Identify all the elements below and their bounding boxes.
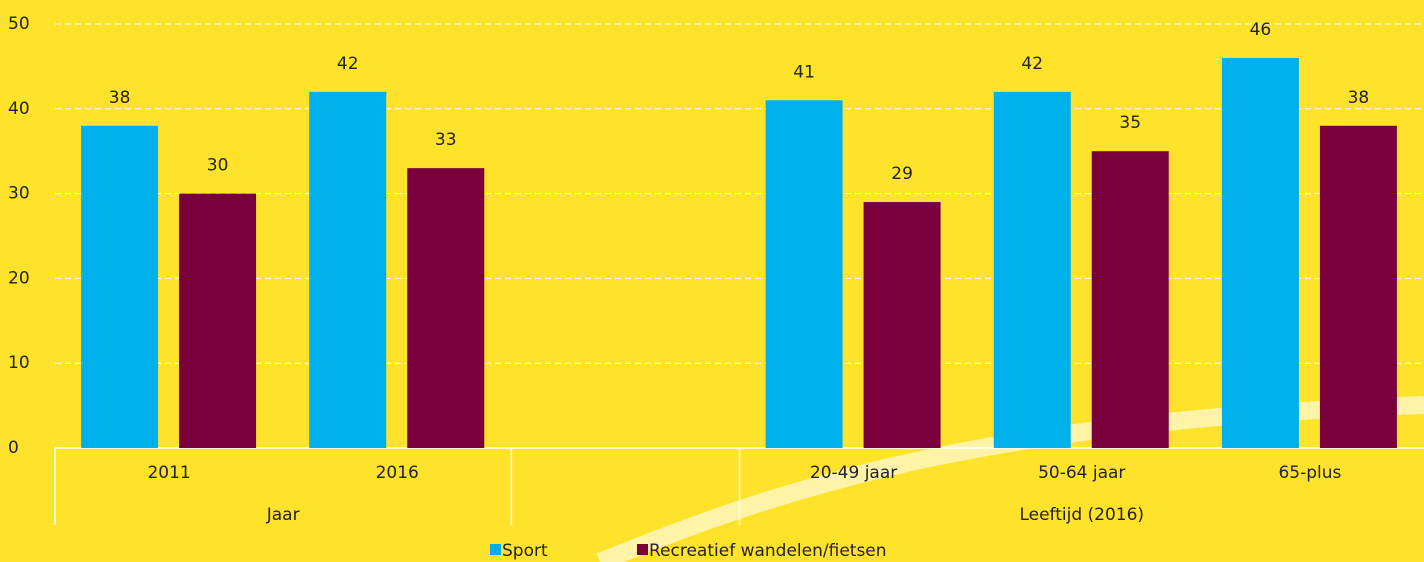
y-tick-label: 20 [8,268,30,288]
y-tick-label: 0 [8,438,19,458]
y-tick-label: 10 [8,353,30,373]
group-label: Leeftijd (2016) [1019,505,1144,525]
bar [309,92,386,448]
data-label: 35 [1119,113,1141,133]
chart: 0 10 20 30 40 50 Jaar Leeftijd (2016) 2011 38 30 20… [0,0,1424,562]
bar [864,202,941,448]
y-tick-label: 30 [8,184,30,204]
legend-label: Recreatief wandelen/fietsen [649,541,887,561]
data-label: 41 [793,62,815,82]
x-tick-label: 2011 [147,463,190,483]
bar [1320,126,1397,448]
bar [1092,151,1169,448]
data-label: 42 [1021,54,1043,74]
bar [81,126,158,448]
x-tick-label: 50-64 jaar [1038,463,1125,483]
data-label: 46 [1250,20,1272,40]
x-tick-label: 20-49 jaar [810,463,897,483]
y-tick-label: 40 [8,99,30,119]
y-tick-label: 50 [8,14,30,34]
bar [407,168,484,448]
group-label: Jaar [266,505,300,525]
legend-swatch [490,544,501,555]
bar [1222,58,1299,448]
legend-label: Sport [502,541,548,561]
data-label: 42 [337,54,359,74]
bar [994,92,1071,448]
data-label: 30 [207,156,229,176]
legend-swatch [637,544,648,555]
bar [766,100,843,448]
data-label: 38 [109,88,131,108]
bar [179,194,256,448]
x-tick-label: 2016 [376,463,419,483]
data-label: 29 [891,164,913,184]
x-tick-label: 65-plus [1278,463,1341,483]
data-label: 38 [1348,88,1370,108]
data-label: 33 [435,130,457,150]
page: {"chart_data": {"type": "bar", "categori… [0,0,1424,562]
